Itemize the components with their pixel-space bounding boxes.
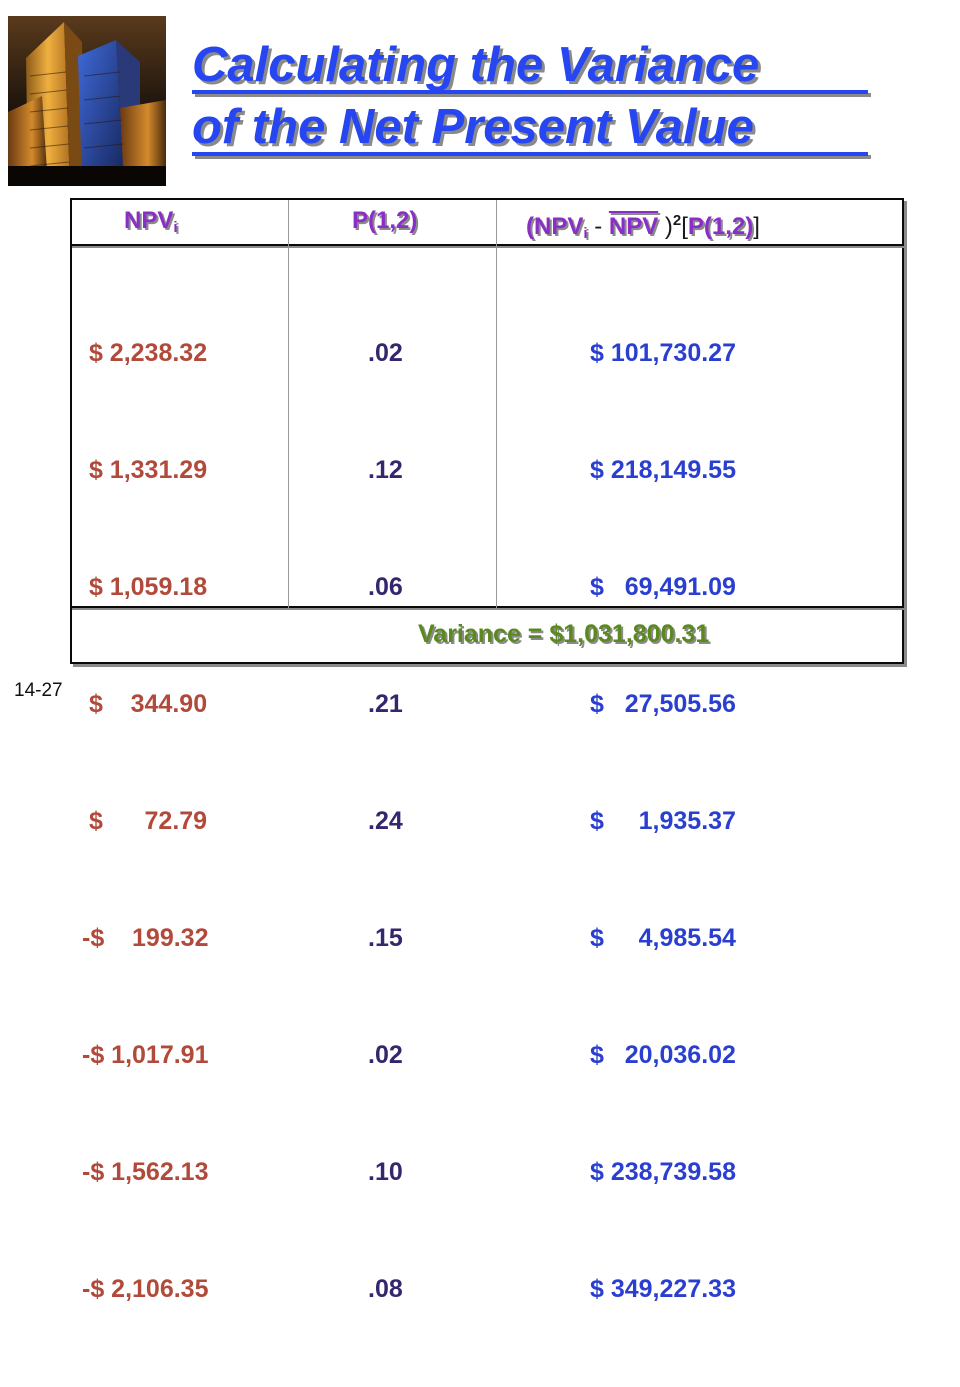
probability-cell: .12 xyxy=(368,456,403,484)
probability-cell: .15 xyxy=(368,924,403,952)
formula-npv: NPV xyxy=(534,213,584,240)
table-frame xyxy=(70,198,904,664)
npv-cell: -$ 1,562.13 xyxy=(82,1158,209,1186)
header-weighted-squared-deviation: (NPVi - NPV )2[P(1,2)] xyxy=(526,206,760,249)
formula-minus: - xyxy=(587,213,609,240)
title-line-2: of the Net Present Value xyxy=(192,100,754,154)
probability-values-column: .02 .12 .06 .21 .24 .15 .02 .10 .08 xyxy=(368,256,488,1387)
npv-cell: $ 1,331.29 xyxy=(82,456,208,484)
weighted-deviation-cell: $ 238,739.58 xyxy=(590,1158,736,1186)
title-line-1: Calculating the Variance xyxy=(192,38,760,92)
title-underline-2 xyxy=(192,152,868,156)
npv-cell: -$ 2,106.35 xyxy=(82,1275,209,1303)
header-probability-text: P(1,2) xyxy=(352,207,418,234)
formula-right-bracket: ] xyxy=(753,213,760,240)
probability-cell: .02 xyxy=(368,339,403,367)
npv-cell: $ 344.90 xyxy=(82,690,208,718)
formula-npv-subscript: i xyxy=(583,225,588,242)
probability-cell: .06 xyxy=(368,573,403,601)
formula-npv-mean: NPV xyxy=(608,213,659,240)
header-npv-subscript: i xyxy=(173,219,178,236)
npv-cell: -$ 1,017.91 xyxy=(82,1041,209,1069)
npv-cell: $ 2,238.32 xyxy=(82,339,208,367)
header-npv-text: NPV xyxy=(124,207,174,234)
column-divider-2 xyxy=(496,200,497,608)
npv-cell: -$ 199.32 xyxy=(82,924,209,952)
formula-exponent: 2 xyxy=(672,212,682,229)
variance-total: Variance = $1,031,800.31 xyxy=(418,620,710,648)
formula-probability: P(1,2) xyxy=(687,213,754,240)
npv-cell: $ 72.79 xyxy=(82,807,208,835)
header-npv: NPVi xyxy=(124,206,178,243)
weighted-deviation-cell: $ 218,149.55 xyxy=(590,456,736,484)
probability-cell: .10 xyxy=(368,1158,403,1186)
slide-title: Calculating the Variance of the Net Pres… xyxy=(192,34,932,158)
title-underline-1 xyxy=(192,90,868,94)
column-divider-1 xyxy=(288,200,289,608)
header-probability: P(1,2) xyxy=(352,206,417,236)
weighted-deviation-cell: $ 4,985.54 xyxy=(590,924,736,952)
header-divider xyxy=(70,244,904,246)
probability-cell: .24 xyxy=(368,807,403,835)
weighted-deviation-cell: $ 101,730.27 xyxy=(590,339,736,367)
formula-open-paren: ( xyxy=(526,213,534,240)
city-buildings-image xyxy=(8,16,166,186)
npv-variance-table: NPVi P(1,2) (NPVi - NPV )2[P(1,2)] $ 2,2… xyxy=(70,198,904,1303)
weighted-deviation-cell: $ 20,036.02 xyxy=(590,1041,736,1069)
formula-close-paren: ) xyxy=(658,213,673,240)
probability-cell: .08 xyxy=(368,1275,403,1303)
weighted-deviation-cell: $ 27,505.56 xyxy=(590,690,736,718)
weighted-deviation-cell: $ 1,935.37 xyxy=(590,807,736,835)
npv-cell: $ 1,059.18 xyxy=(82,573,208,601)
weighted-deviation-cell: $ 349,227.33 xyxy=(590,1275,736,1303)
weighted-deviation-cell: $ 69,491.09 xyxy=(590,573,736,601)
formula-left-bracket: [ xyxy=(681,213,688,240)
npv-values-column: $ 2,238.32 $ 1,331.29 $ 1,059.18 $ 344.9… xyxy=(82,256,312,1387)
probability-cell: .02 xyxy=(368,1041,403,1069)
slide-number: 14-27 xyxy=(14,680,63,701)
probability-cell: .21 xyxy=(368,690,403,718)
weighted-deviation-column: $ 101,730.27 $ 218,149.55 $ 69,491.09 $ … xyxy=(590,256,890,1387)
footer-divider xyxy=(70,606,904,608)
